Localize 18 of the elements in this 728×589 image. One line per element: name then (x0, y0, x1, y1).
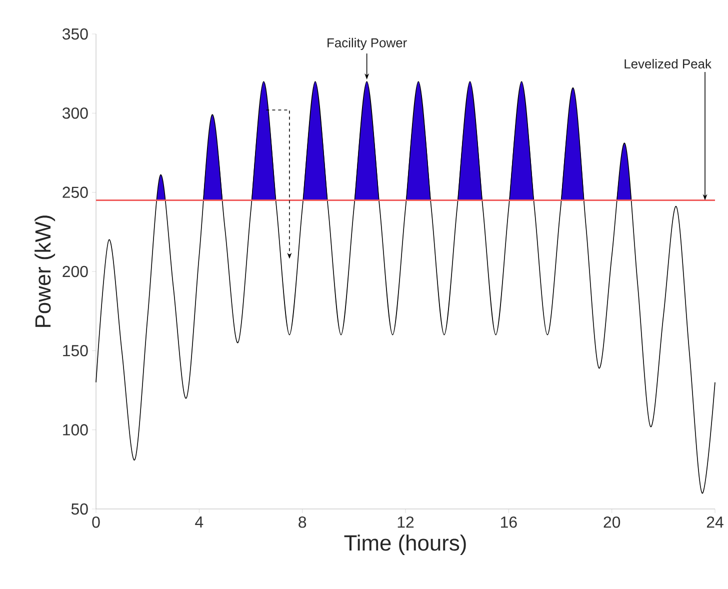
x-tick-label: 16 (501, 516, 517, 528)
x-tick-label: 20 (604, 516, 620, 528)
y-tick-label: 100 (63, 424, 88, 436)
ref-line-label: Levelized Peak (624, 58, 712, 68)
x-tick-label: 24 (706, 516, 724, 528)
y-tick-label: 350 (62, 28, 88, 40)
x-axis-title: Time (hours) (344, 534, 466, 556)
y-tick-label: 150 (63, 345, 88, 356)
y-tick-label: 50 (71, 503, 88, 515)
y-tick-label: 300 (62, 108, 88, 119)
annotation: Facility Power (328, 38, 407, 50)
y-tick-label: 250 (62, 186, 88, 198)
x-tick-label: 4 (195, 516, 204, 528)
x-tick-label: 0 (92, 516, 100, 528)
x-tick-label: 12 (398, 516, 414, 528)
y-tick-label: 200 (62, 266, 88, 278)
x-tick-label: 8 (298, 516, 306, 528)
y-axis-title: Power (kW) (34, 216, 56, 327)
